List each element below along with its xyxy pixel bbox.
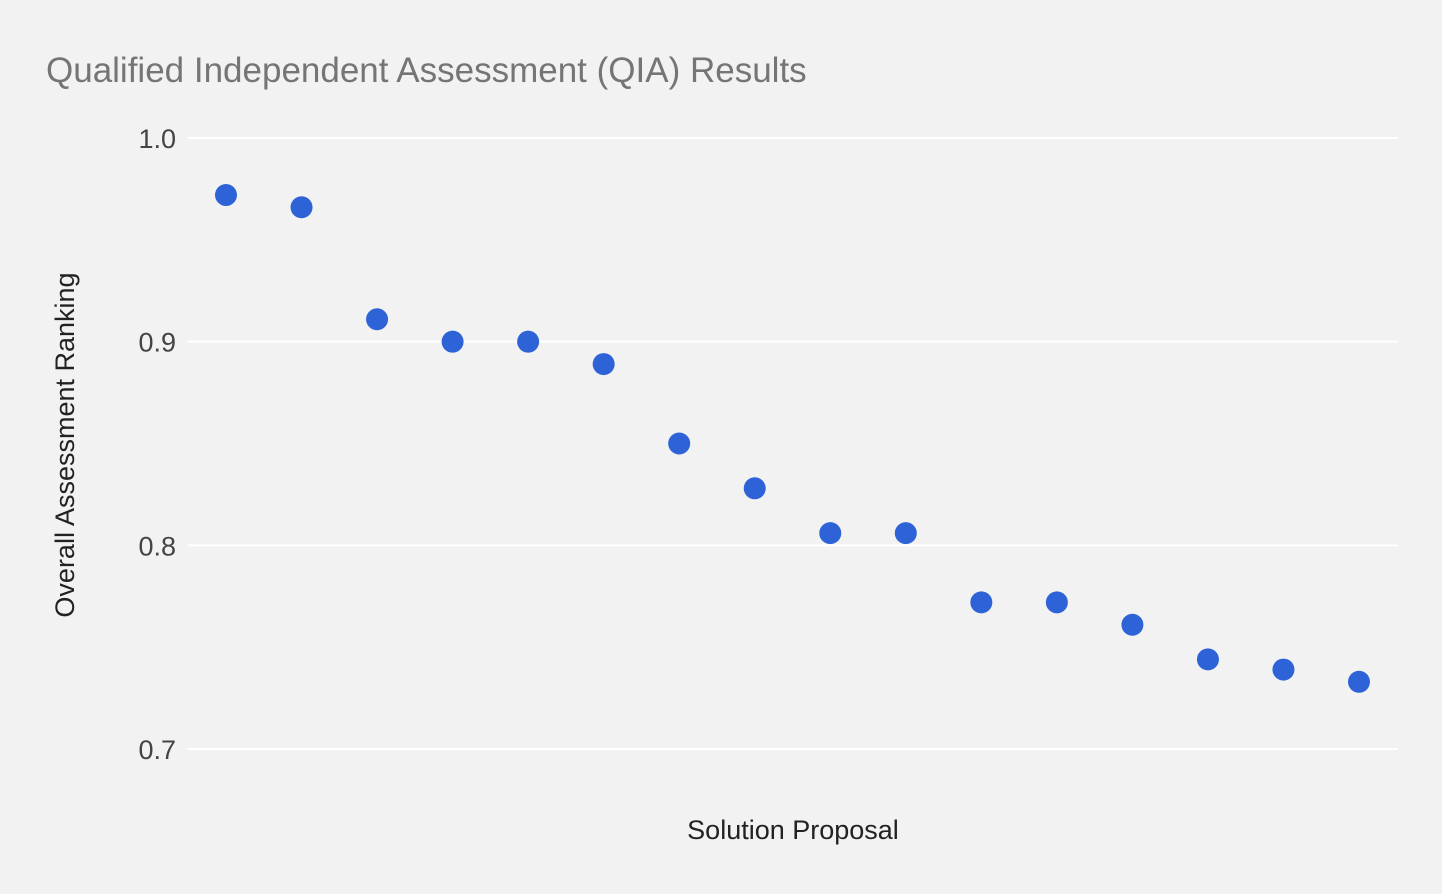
data-point[interactable]	[1348, 670, 1370, 693]
data-point[interactable]	[970, 591, 993, 614]
y-tick-label: 1.0	[138, 124, 176, 154]
gridlines	[188, 137, 1398, 750]
data-point[interactable]	[1272, 658, 1295, 681]
data-points	[215, 184, 1370, 693]
x-axis-title: Solution Proposal	[687, 815, 899, 845]
data-point[interactable]	[1196, 648, 1219, 671]
data-point[interactable]	[290, 196, 313, 219]
data-point[interactable]	[366, 308, 389, 331]
data-point[interactable]	[215, 184, 237, 207]
y-tick-label: 0.7	[138, 735, 176, 765]
y-tick-label: 0.8	[138, 531, 176, 561]
data-point[interactable]	[592, 353, 615, 376]
y-tick-label: 0.9	[138, 328, 176, 358]
data-point[interactable]	[517, 330, 540, 353]
data-point[interactable]	[1121, 613, 1144, 636]
data-point[interactable]	[668, 432, 691, 455]
y-axis-title: Overall Assessment Ranking	[50, 272, 80, 617]
data-point[interactable]	[441, 330, 464, 353]
data-point[interactable]	[743, 477, 766, 500]
y-tick-labels: 1.0 0.9 0.8 0.7	[138, 124, 176, 765]
data-point[interactable]	[894, 522, 917, 545]
chart-title: Qualified Independent Assessment (QIA) R…	[46, 51, 807, 90]
data-point[interactable]	[1045, 591, 1068, 614]
data-point[interactable]	[819, 522, 842, 545]
